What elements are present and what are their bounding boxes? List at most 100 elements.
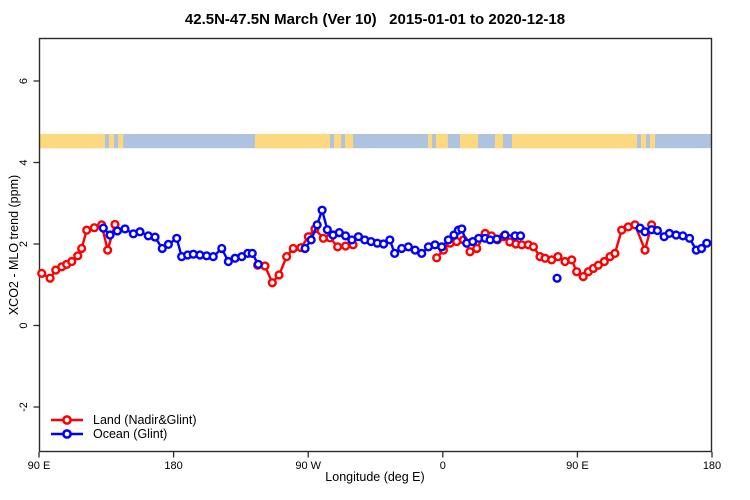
map-strip-land-segment: [108, 133, 115, 149]
data-point: [465, 247, 475, 257]
data-point: [247, 248, 257, 258]
data-point: [157, 243, 167, 254]
data-point: [253, 259, 263, 269]
land-series-symbol-icon: [51, 415, 83, 425]
data-point: [432, 253, 442, 263]
map-strip-land-segment: [344, 133, 354, 149]
data-point: [572, 267, 582, 277]
map-strip-land-segment: [649, 133, 656, 149]
data-point: [67, 256, 77, 267]
map-strip-land-segment: [118, 133, 124, 149]
data-point: [112, 226, 122, 236]
ocean-series-symbol-icon: [51, 429, 83, 439]
data-point: [472, 243, 482, 254]
y-axis-title: XCO2 - MLO trend (ppm): [7, 174, 21, 316]
x-tick-label: 90 E: [28, 460, 51, 472]
data-point: [312, 220, 322, 230]
data-point: [322, 225, 332, 235]
legend-label-land: Land (Nadir&Glint): [93, 413, 197, 427]
data-point: [89, 223, 99, 233]
map-strip-land-segment: [512, 133, 638, 149]
data-point: [500, 230, 510, 240]
plot-frame: [38, 37, 713, 453]
x-tick-label: 180: [703, 460, 721, 472]
data-point: [696, 243, 707, 254]
y-tick-label: 2: [18, 241, 30, 247]
legend-label-ocean: Ocean (Glint): [93, 427, 168, 441]
map-strip-land-segment: [254, 133, 331, 149]
data-point: [437, 242, 447, 252]
data-point: [98, 223, 108, 233]
data-point: [528, 242, 539, 252]
data-point: [443, 235, 453, 245]
map-strip: [39, 133, 712, 149]
data-point: [163, 239, 173, 250]
data-point: [105, 230, 115, 240]
data-point: [340, 241, 351, 251]
data-point: [77, 243, 87, 254]
map-strip-land-segment: [494, 133, 504, 149]
data-point: [288, 243, 298, 254]
y-tick-label: 4: [18, 159, 30, 165]
x-tick-label: 90 W: [295, 460, 321, 472]
data-point: [306, 235, 316, 245]
data-point: [640, 245, 650, 255]
data-point: [103, 245, 113, 255]
data-point: [37, 268, 47, 278]
data-point: [385, 235, 395, 245]
data-point: [208, 252, 218, 262]
ocean-series: [98, 205, 712, 283]
data-point: [599, 256, 609, 267]
x-tick-label: 90 E: [566, 460, 589, 472]
chart-title: 42.5N-47.5N March (Ver 10) 2015-01-01 to…: [184, 11, 566, 28]
map-strip-land-segment: [640, 133, 647, 149]
data-point: [267, 278, 277, 288]
y-tick-label: -2: [18, 402, 30, 412]
data-point: [684, 233, 695, 243]
data-point: [578, 272, 588, 282]
x-tick-label: 180: [164, 460, 182, 472]
data-point: [317, 205, 327, 215]
data-point: [567, 255, 577, 265]
data-point: [652, 225, 663, 236]
data-point: [150, 232, 160, 242]
data-point: [135, 227, 145, 237]
data-point: [45, 273, 55, 283]
y-tick-label: 6: [18, 78, 30, 84]
data-point: [73, 251, 83, 261]
data-point: [223, 256, 233, 267]
x-axis-title: Longitude (deg E): [325, 470, 425, 484]
data-point: [403, 242, 414, 252]
data-point: [282, 252, 292, 262]
x-tick-label: 0: [440, 460, 446, 472]
data-point: [172, 233, 182, 243]
data-point: [457, 224, 467, 234]
data-point: [390, 248, 400, 258]
data-point: [274, 270, 284, 280]
data-point: [378, 239, 389, 249]
data-point: [340, 231, 351, 241]
data-point: [492, 234, 502, 244]
data-point: [217, 243, 227, 254]
data-point: [610, 248, 620, 258]
data-point: [552, 273, 562, 283]
legend: Land (Nadir&Glint) Ocean (Glint): [50, 413, 197, 441]
data-point: [333, 242, 343, 252]
data-point: [120, 224, 130, 234]
legend-item-land: Land (Nadir&Glint): [50, 413, 197, 427]
map-strip-land-segment: [435, 133, 448, 149]
data-point: [553, 252, 563, 262]
data-point: [417, 248, 427, 258]
data-point: [300, 243, 310, 254]
data-point: [515, 231, 526, 241]
legend-item-ocean: Ocean (Glint): [50, 427, 197, 441]
map-strip-land-segment: [459, 133, 479, 149]
data-point: [82, 225, 92, 235]
map-strip-land-segment: [39, 133, 105, 149]
map-strip-land-segment: [427, 133, 433, 149]
y-tick-label: 0: [18, 322, 30, 328]
map-strip-land-segment: [334, 133, 342, 149]
data-point: [702, 238, 712, 248]
